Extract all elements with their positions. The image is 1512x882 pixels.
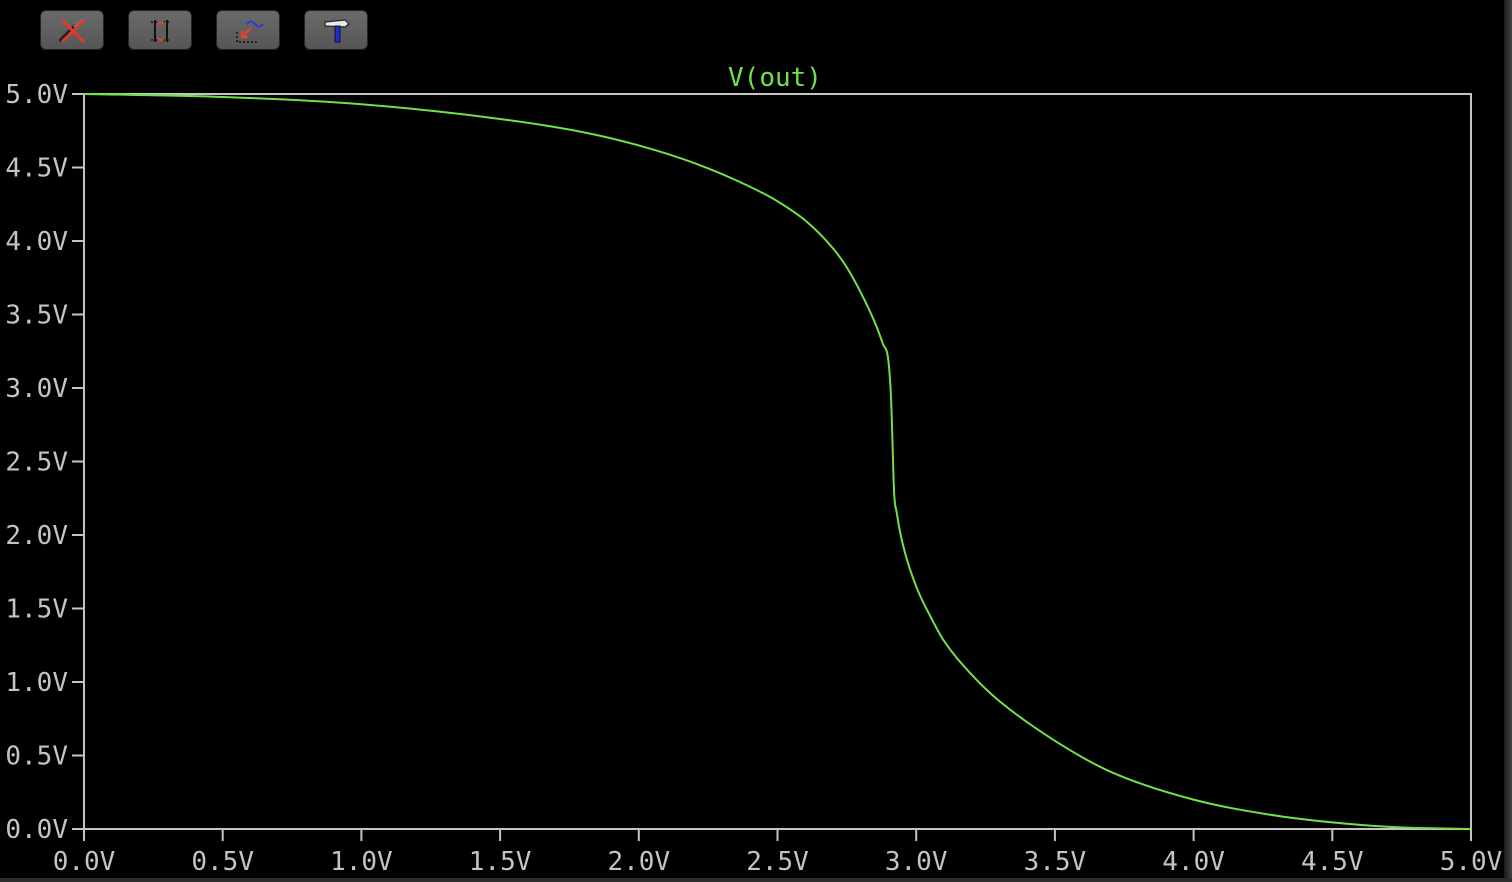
y-tick-label: 0.0V — [5, 815, 68, 845]
y-tick-label: 4.5V — [5, 154, 68, 184]
x-tick-label: 3.0V — [885, 847, 948, 877]
y-tick-label: 2.0V — [5, 521, 68, 551]
x-tick-label: 0.5V — [191, 847, 254, 877]
trace-label[interactable]: V(out) — [728, 63, 822, 93]
y-tick-label: 0.5V — [5, 742, 68, 772]
y-tick-label: 1.0V — [5, 668, 68, 698]
y-tick-label: 3.0V — [5, 374, 68, 404]
x-tick-label: 2.0V — [607, 847, 670, 877]
y-tick-label: 5.0V — [5, 80, 68, 110]
x-tick-label: 4.0V — [1162, 847, 1225, 877]
zoom-back-button[interactable] — [216, 10, 280, 50]
cursor-probe-off-button[interactable] — [40, 10, 104, 50]
y-tick-label: 4.0V — [5, 227, 68, 257]
x-tick-label: 2.5V — [746, 847, 809, 877]
zoom-extents-icon — [151, 20, 171, 42]
series-layer — [83, 93, 1472, 830]
hammer-icon — [324, 19, 350, 43]
series-line-vout[interactable] — [83, 93, 1472, 830]
zoom-extents-button[interactable] — [128, 10, 192, 50]
cursor-probe-off-icon — [59, 18, 86, 44]
x-axis: 0.0V 0.5V 1.0V 1.5V 2.0V 2.5V 3.0V 3.5V 4.0V 4.5V… — [53, 829, 1503, 877]
window-bottom-edge — [0, 878, 1512, 882]
y-axis: 0.0V 0.5V 1.0V 1.5V 2.0V 2.5V 3.0V 3.5V 4.0V 4.5V… — [5, 80, 84, 845]
window-edge — [1504, 0, 1512, 882]
plot-frame — [83, 93, 1472, 830]
x-tick-label: 4.5V — [1301, 847, 1364, 877]
x-tick-label: 0.0V — [53, 847, 116, 877]
y-tick-label: 1.5V — [5, 595, 68, 625]
y-tick-label: 2.5V — [5, 448, 68, 478]
y-tick-label: 3.5V — [5, 301, 68, 331]
zoom-back-icon — [236, 20, 264, 43]
x-tick-label: 3.5V — [1024, 847, 1087, 877]
x-tick-label: 1.5V — [469, 847, 532, 877]
x-tick-label: 1.0V — [330, 847, 393, 877]
x-tick-label: 5.0V — [1440, 847, 1503, 877]
hammer-button[interactable] — [304, 10, 368, 50]
